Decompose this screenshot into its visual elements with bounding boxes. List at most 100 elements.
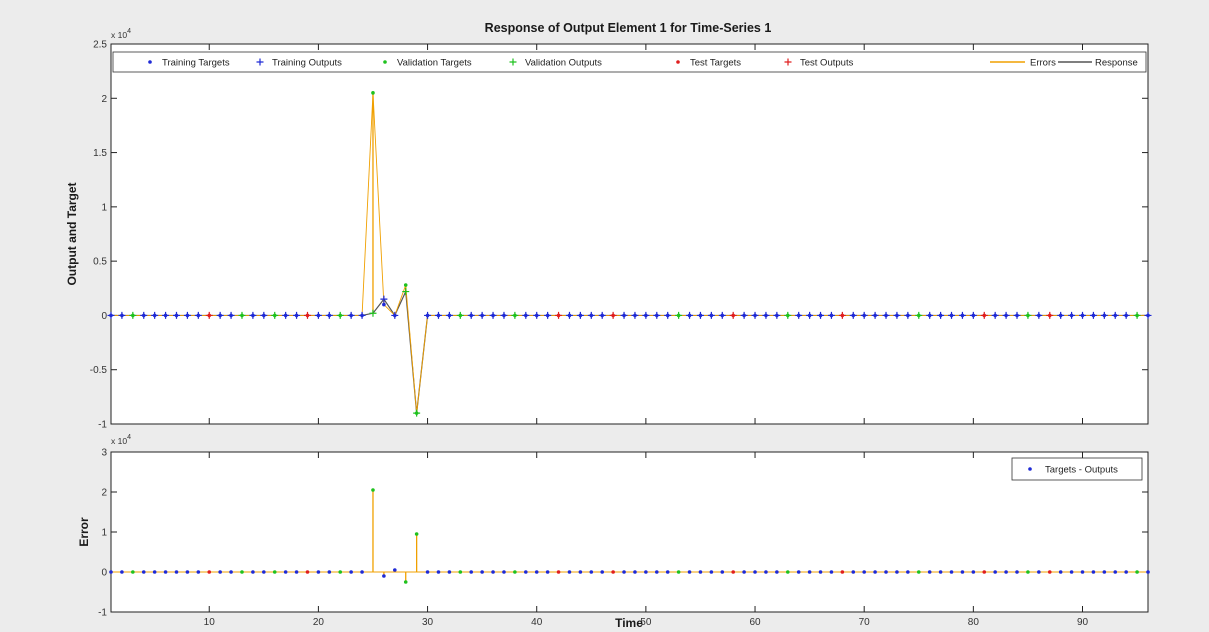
target-marker: [152, 313, 157, 318]
error-plot-area: [109, 488, 1150, 584]
error-marker: [458, 570, 463, 574]
error-marker: [447, 570, 452, 574]
target-marker: [1004, 313, 1008, 318]
response-y-axis-label: Output and Target: [65, 182, 79, 285]
error-marker: [393, 568, 397, 572]
target-marker: [502, 313, 506, 318]
error-marker: [327, 570, 332, 574]
target-marker: [676, 313, 681, 318]
target-marker: [698, 313, 703, 318]
error-marker: [818, 570, 823, 574]
error-marker: [862, 570, 866, 574]
error-marker: [294, 570, 299, 574]
target-marker: [611, 313, 615, 318]
error-marker: [676, 570, 681, 574]
error-y-exponent: x 104: [111, 434, 131, 446]
error-marker: [436, 570, 441, 574]
error-marker: [382, 574, 386, 578]
figure-title: Response of Output Element 1 for Time-Se…: [485, 21, 772, 35]
response-y-tick-label: 0: [101, 311, 107, 322]
response-plot-area: [107, 91, 1152, 417]
target-marker: [796, 313, 801, 318]
target-marker: [1113, 313, 1118, 318]
response-panel: -1 -0.5 0 0.5 1 1.5 2 2.5 x 104 Output and Targ…: [65, 28, 1152, 431]
target-marker: [436, 313, 441, 318]
target-marker: [109, 313, 113, 318]
error-marker: [218, 570, 222, 574]
error-marker: [534, 570, 539, 574]
error-marker: [949, 570, 954, 574]
error-marker: [469, 570, 474, 574]
error-marker: [851, 570, 856, 574]
target-marker: [371, 91, 375, 95]
target-marker: [840, 313, 845, 318]
error-marker: [796, 570, 801, 574]
target-marker: [534, 313, 539, 318]
target-marker: [654, 313, 659, 318]
target-marker: [545, 313, 550, 318]
target-marker: [1015, 313, 1019, 318]
target-marker: [1124, 313, 1128, 318]
error-marker: [938, 570, 943, 574]
output-marker: [369, 309, 377, 317]
error-y-tick-label: 1: [101, 528, 107, 539]
target-marker: [589, 313, 594, 318]
target-marker: [229, 313, 233, 318]
error-marker: [1102, 570, 1107, 574]
error-marker: [982, 570, 987, 574]
legend-swatch-plus: [784, 58, 792, 66]
response-y-ticks: -1 -0.5 0 0.5 1 1.5 2 2.5: [90, 40, 1148, 431]
error-marker: [1080, 570, 1085, 574]
target-marker: [425, 313, 430, 318]
target-marker: [1080, 313, 1085, 318]
error-marker: [807, 570, 812, 574]
error-marker: [840, 570, 845, 574]
target-marker: [414, 411, 419, 415]
error-marker: [207, 570, 212, 574]
target-marker: [196, 313, 201, 318]
error-marker: [403, 580, 408, 584]
response-legend-box: [112, 51, 1147, 73]
legend-swatch-dot: [383, 60, 387, 64]
error-y-tick-label: 3: [101, 448, 107, 459]
x-axis-label: Time: [615, 616, 643, 630]
target-marker: [818, 313, 823, 318]
error-marker: [709, 570, 714, 574]
error-marker: [414, 532, 419, 536]
error-marker: [698, 570, 703, 574]
legend-swatch-plus: [509, 58, 517, 66]
target-marker: [731, 313, 735, 318]
target-marker: [993, 313, 997, 318]
target-marker: [480, 313, 484, 318]
target-marker: [687, 313, 692, 318]
error-marker: [1058, 570, 1063, 574]
error-marker: [163, 570, 168, 574]
error-marker: [524, 570, 528, 574]
target-marker: [851, 313, 856, 318]
target-marker: [1047, 313, 1052, 318]
target-marker: [163, 313, 168, 318]
error-marker: [1026, 570, 1030, 574]
error-marker: [196, 570, 201, 574]
error-marker: [545, 570, 550, 574]
error-marker: [829, 570, 834, 574]
legend-entry-label: Test Outputs: [800, 58, 854, 69]
error-marker: [272, 570, 277, 574]
error-marker: [1135, 570, 1139, 574]
target-marker: [1102, 313, 1107, 318]
target-marker: [982, 313, 987, 318]
legend-entry-label: Errors: [1030, 58, 1056, 69]
error-marker: [665, 570, 670, 574]
response-y-exponent: x 104: [111, 28, 131, 40]
error-marker: [720, 570, 725, 574]
error-marker: [927, 570, 932, 574]
error-panel: -1 0 1 2 3 10 20 30 40 50 60 70 80 90 x 104 Error Ti…: [77, 434, 1150, 630]
error-marker: [338, 570, 343, 574]
error-marker: [611, 570, 615, 574]
error-marker: [283, 570, 288, 574]
target-marker: [807, 313, 812, 318]
error-marker: [360, 570, 364, 574]
error-marker: [895, 570, 899, 574]
target-marker: [578, 313, 583, 318]
legend-entry-label: Test Targets: [690, 58, 741, 69]
